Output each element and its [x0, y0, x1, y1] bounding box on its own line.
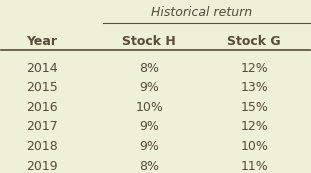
Text: 10%: 10%	[240, 140, 268, 153]
Text: 2016: 2016	[26, 101, 58, 114]
Text: 13%: 13%	[240, 81, 268, 94]
Text: 9%: 9%	[139, 140, 159, 153]
Text: Stock G: Stock G	[227, 35, 281, 48]
Text: 2019: 2019	[26, 160, 58, 173]
Text: 2014: 2014	[26, 62, 58, 75]
Text: 9%: 9%	[139, 81, 159, 94]
Text: 10%: 10%	[135, 101, 163, 114]
Text: 11%: 11%	[240, 160, 268, 173]
Text: Year: Year	[26, 35, 57, 48]
Text: 12%: 12%	[240, 62, 268, 75]
Text: 2018: 2018	[26, 140, 58, 153]
Text: 8%: 8%	[139, 160, 159, 173]
Text: Historical return: Historical return	[151, 6, 252, 19]
Text: Stock H: Stock H	[123, 35, 176, 48]
Text: 12%: 12%	[240, 120, 268, 133]
Text: 9%: 9%	[139, 120, 159, 133]
Text: 8%: 8%	[139, 62, 159, 75]
Text: 15%: 15%	[240, 101, 268, 114]
Text: 2015: 2015	[26, 81, 58, 94]
Text: 2017: 2017	[26, 120, 58, 133]
